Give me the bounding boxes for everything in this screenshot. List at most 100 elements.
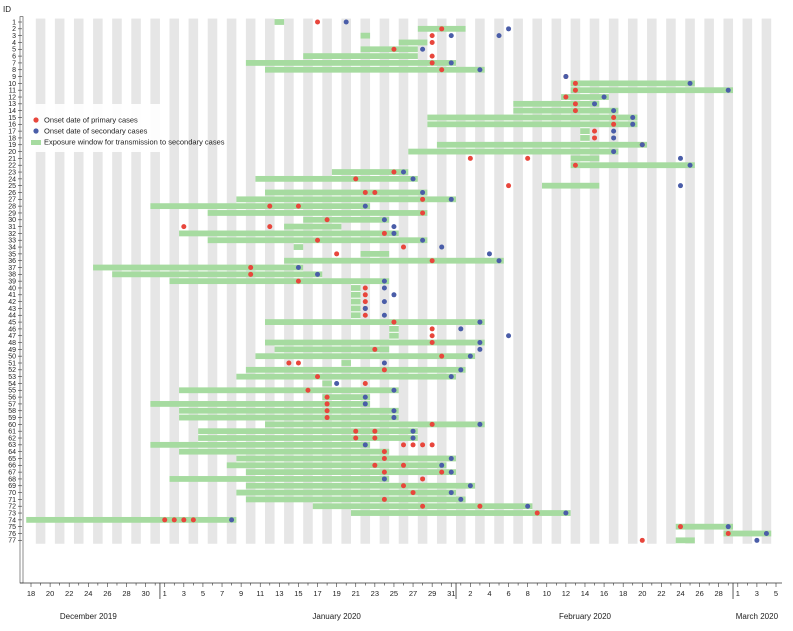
x-tick-label: 16 <box>600 589 608 598</box>
primary-onset-point-76 <box>725 531 731 536</box>
primary-onset-point-46 <box>429 326 435 332</box>
secondary-onset-point-62 <box>410 435 416 441</box>
id-label: 55 <box>8 388 16 395</box>
secondary-onset-point-22 <box>687 162 693 168</box>
legend-window-label: Exposure window for transmission to seco… <box>44 138 225 147</box>
secondary-onset-point-45 <box>477 319 483 325</box>
exposure-window-bar-40 <box>350 285 361 291</box>
legend-window-marker <box>31 140 41 145</box>
secondary-onset-point-13 <box>592 101 598 107</box>
primary-onset-point-28 <box>267 203 273 209</box>
x-tick-label: 20 <box>46 589 54 598</box>
id-label: 53 <box>8 374 16 381</box>
primary-onset-point-74 <box>190 517 196 523</box>
id-label: 72 <box>8 504 16 511</box>
id-label: 45 <box>8 319 16 326</box>
primary-onset-point-50 <box>439 353 445 359</box>
secondary-onset-point-17 <box>611 128 617 134</box>
secondary-onset-point-77 <box>754 537 760 543</box>
secondary-onset-point-11 <box>725 87 731 93</box>
x-tick-label: 13 <box>275 589 283 598</box>
id-label: 58 <box>8 408 16 415</box>
primary-onset-point-60 <box>429 421 435 427</box>
id-label: 69 <box>8 483 16 490</box>
month-label: January 2020 <box>312 612 361 621</box>
legend-primary-marker <box>33 117 39 123</box>
primary-onset-point-35 <box>334 251 340 257</box>
primary-onset-point-31 <box>181 224 187 230</box>
legend-secondary-marker <box>33 128 39 134</box>
primary-onset-point-26 <box>362 190 368 195</box>
day-stripe <box>417 18 428 544</box>
secondary-onset-point-55 <box>391 387 397 393</box>
id-label: 46 <box>8 326 16 333</box>
x-tick-label: 5 <box>774 589 778 598</box>
secondary-onset-point-12 <box>601 94 607 100</box>
id-label: 25 <box>8 183 16 190</box>
exposure-window-bar-17 <box>580 128 590 135</box>
primary-onset-point-57 <box>324 401 330 407</box>
secondary-onset-point-76 <box>763 531 769 536</box>
exposure-window-bar-25 <box>541 182 600 189</box>
month-label: March 2020 <box>736 612 779 621</box>
legend: Onset date of primary cases Onset date o… <box>24 104 225 152</box>
exposure-window-bar-59 <box>179 414 399 421</box>
exposure-window-bar-50 <box>255 353 476 360</box>
secondary-onset-point-53 <box>448 374 454 380</box>
id-label: 5 <box>12 47 16 54</box>
secondary-onset-point-70 <box>448 490 454 496</box>
id-label: 57 <box>8 401 16 408</box>
primary-onset-point-66 <box>401 462 406 468</box>
secondary-onset-point-43 <box>362 305 368 311</box>
x-tick-label: 2 <box>468 589 472 598</box>
id-label: 10 <box>8 81 16 88</box>
id-label: 38 <box>8 272 16 279</box>
day-stripe <box>475 18 485 544</box>
secondary-onset-point-14 <box>611 108 617 114</box>
secondary-onset-point-1 <box>343 19 349 25</box>
secondary-onset-point-52 <box>458 367 464 373</box>
secondary-onset-point-9 <box>563 74 569 80</box>
exposure-window-bar-73 <box>350 510 571 516</box>
id-label: 62 <box>8 435 16 442</box>
id-label: 65 <box>8 456 16 463</box>
primary-onset-point-56 <box>324 394 330 400</box>
secondary-onset-point-34 <box>439 244 445 250</box>
exposure-window-bar-77 <box>675 537 695 544</box>
primary-onset-point-62 <box>372 435 378 441</box>
x-tick-label: 3 <box>755 589 759 598</box>
x-tick-label: 30 <box>141 589 149 598</box>
id-label: 2 <box>12 26 16 33</box>
day-stripe <box>93 18 103 544</box>
secondary-onset-dots <box>229 19 769 543</box>
x-tick-label: 18 <box>27 589 35 598</box>
exposure-window-bar-7 <box>245 60 457 66</box>
secondary-onset-point-74 <box>229 517 235 523</box>
x-tick-label: 24 <box>84 589 92 598</box>
id-label: 40 <box>8 285 16 292</box>
x-tick-label: 15 <box>294 589 302 598</box>
primary-onset-point-21 <box>525 155 531 161</box>
exposure-window-bar-46 <box>389 326 399 332</box>
secondary-onset-point-46 <box>458 326 464 332</box>
exposure-window-bar-5 <box>360 46 418 53</box>
secondary-onset-point-66 <box>439 462 445 468</box>
secondary-onset-point-47 <box>506 333 512 339</box>
exposure-window-bar-61 <box>198 428 418 435</box>
day-stripe <box>456 18 466 544</box>
x-tick-label: 7 <box>220 589 224 598</box>
secondary-onset-point-59 <box>391 415 397 421</box>
id-label: 77 <box>8 538 16 545</box>
primary-onset-point-11 <box>572 87 578 93</box>
id-label: 35 <box>8 251 16 258</box>
day-stripe <box>551 18 562 544</box>
exposure-window-bar-62 <box>198 435 418 441</box>
primary-onset-point-26 <box>372 190 378 195</box>
id-label: 49 <box>8 347 16 354</box>
primary-onset-point-4 <box>429 39 435 45</box>
exposure-window-bar-32 <box>179 230 399 237</box>
secondary-onset-point-3 <box>448 33 454 39</box>
secondary-onset-point-18 <box>611 135 617 141</box>
id-label: 34 <box>8 244 16 251</box>
